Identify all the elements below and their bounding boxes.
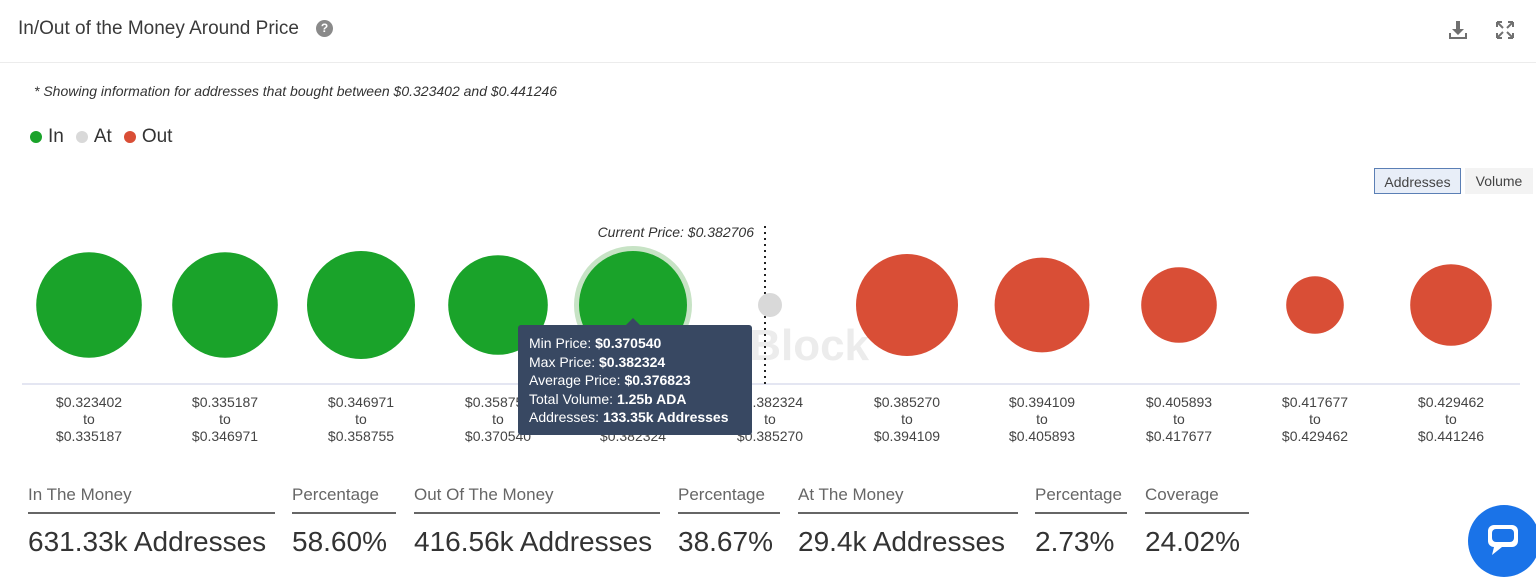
stat-value: 29.4k Addresses — [798, 526, 1006, 557]
widget-title: In/Out of the Money Around Price — [18, 18, 299, 39]
bubble-out — [856, 254, 958, 356]
stat-at-percentage: Percentage 2.73% — [1035, 485, 1127, 558]
stat-in-percentage: Percentage 58.60% — [292, 485, 396, 558]
bucket-range-label: $0.335187 — [192, 394, 258, 410]
bucket-range-label: to — [1173, 411, 1185, 427]
stat-at-the-money: At The Money 29.4k Addresses — [798, 485, 1018, 558]
bucket-range-label: $0.346971 — [192, 428, 258, 444]
bucket-range-label: $0.335187 — [56, 428, 122, 444]
bucket-range-label: to — [1309, 411, 1321, 427]
stat-label: In The Money — [28, 485, 275, 514]
stat-label: Percentage — [678, 485, 780, 514]
bucket-range-label: to — [1445, 411, 1457, 427]
stat-out-percentage: Percentage 38.67% — [678, 485, 780, 558]
stat-value: 631.33k Addresses — [28, 526, 267, 557]
chart-legend: In At Out — [30, 126, 184, 148]
widget-header: In/Out of the Money Around Price ? — [0, 0, 1536, 63]
chart-tooltip: Min Price: $0.370540 Max Price: $0.38232… — [518, 318, 752, 435]
stat-value: 58.60% — [292, 526, 387, 557]
stat-coverage: Coverage 24.02% — [1145, 485, 1249, 558]
addresses-toggle-button[interactable]: Addresses — [1374, 168, 1461, 194]
bucket-range-label: $0.394109 — [874, 428, 940, 444]
legend-dot-out — [123, 131, 136, 143]
stat-out-of-the-money: Out Of The Money 416.56k Addresses — [414, 485, 660, 558]
bucket-range-label: $0.385270 — [874, 394, 940, 410]
stat-label: At The Money — [798, 485, 1018, 514]
bucket-range-label: $0.417677 — [1282, 394, 1348, 410]
bucket-range-label: $0.405893 — [1009, 428, 1075, 444]
bucket-range-label: $0.346971 — [328, 394, 394, 410]
current-price-label: Current Price: $0.382706 — [598, 224, 755, 240]
stat-label: Out Of The Money — [414, 485, 660, 514]
stat-value: 24.02% — [1145, 526, 1240, 557]
download-icon[interactable] — [1446, 18, 1470, 42]
bucket-range-label: $0.405893 — [1146, 394, 1212, 410]
bubble-out — [1141, 267, 1217, 343]
bubble-out — [994, 257, 1090, 353]
bubble-out — [1410, 264, 1492, 346]
bucket-range-label: $0.358755 — [465, 394, 531, 410]
bucket-range-label: $0.358755 — [328, 428, 394, 444]
legend-dot-in — [30, 131, 42, 143]
stat-label: Coverage — [1145, 485, 1249, 514]
fullscreen-icon[interactable] — [1493, 18, 1517, 42]
bucket-range-label: $0.394109 — [1009, 394, 1075, 410]
bucket-range-label: to — [764, 411, 776, 427]
bucket-range-label: to — [492, 411, 504, 427]
bucket-range-label: $0.382324 — [737, 394, 803, 410]
chat-support-button[interactable] — [1468, 505, 1536, 577]
stat-value: 2.73% — [1035, 526, 1115, 557]
stat-label: Percentage — [1035, 485, 1127, 514]
bucket-range-label: $0.385270 — [737, 428, 803, 444]
stat-value: 416.56k Addresses — [414, 526, 653, 557]
legend-label-in: In — [48, 126, 64, 147]
tooltip-min: Min Price: $0.370540 — [529, 335, 662, 351]
legend-label-out: Out — [141, 126, 173, 147]
legend-label-at: At — [93, 126, 112, 147]
bucket-range-label: $0.323402 — [56, 394, 122, 410]
bucket-range-label: to — [355, 411, 367, 427]
tooltip-addresses: Addresses: 133.35k Addresses — [529, 409, 729, 425]
bubble-out — [1286, 276, 1344, 334]
legend-item-at[interactable]: At — [75, 126, 112, 148]
tooltip-volume: Total Volume: 1.25b ADA — [529, 390, 687, 407]
stat-label: Percentage — [292, 485, 396, 514]
bucket-range-label: $0.441246 — [1418, 428, 1484, 444]
stat-value: 38.67% — [678, 526, 773, 557]
bubble-at — [758, 293, 782, 317]
bubble-in — [172, 252, 278, 358]
tooltip-max: Max Price: $0.382324 — [529, 353, 666, 370]
tooltip-avg: Average Price: $0.376823 — [529, 372, 691, 388]
bucket-range-label: $0.429462 — [1282, 428, 1348, 444]
volume-toggle-button[interactable]: Volume — [1465, 168, 1533, 194]
range-note: * Showing information for addresses that… — [34, 83, 558, 99]
chat-icon — [1488, 525, 1518, 555]
legend-dot-at — [75, 131, 88, 143]
stat-in-the-money: In The Money 631.33k Addresses — [28, 485, 275, 558]
bucket-range-label: to — [219, 411, 231, 427]
legend-item-out[interactable]: Out — [123, 126, 173, 148]
bubble-in — [307, 251, 415, 359]
bucket-range-label: $0.429462 — [1418, 394, 1484, 410]
bucket-range-label: $0.370540 — [465, 428, 531, 444]
help-icon[interactable]: ? — [316, 20, 333, 37]
bucket-range-label: to — [83, 411, 95, 427]
bucket-range-label: to — [901, 411, 913, 427]
bucket-range-label: $0.417677 — [1146, 428, 1212, 444]
legend-item-in[interactable]: In — [30, 126, 64, 148]
bucket-range-label: to — [1036, 411, 1048, 427]
bubble-in — [36, 252, 142, 358]
